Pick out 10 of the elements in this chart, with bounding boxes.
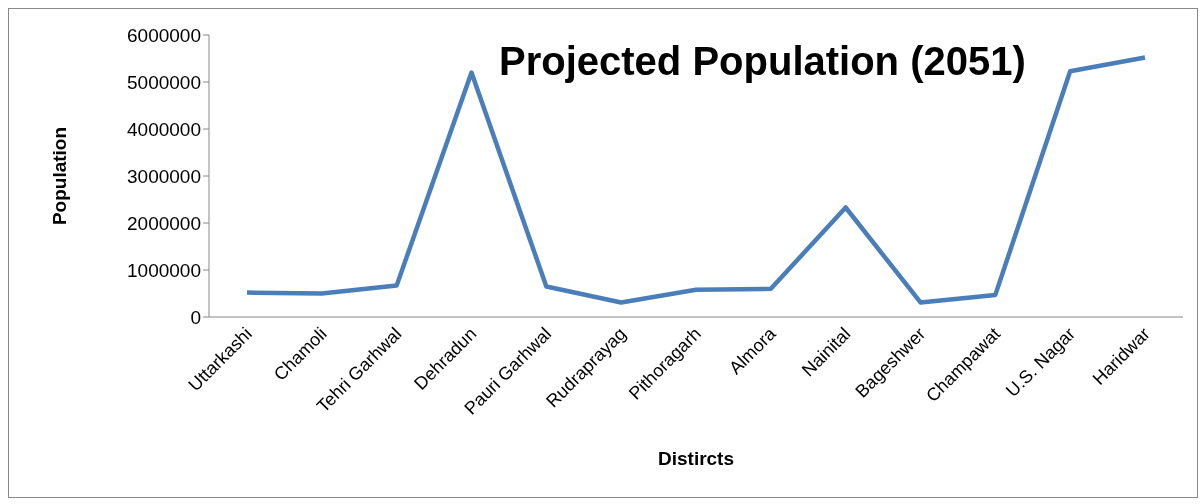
y-tick-label: 2000000 bbox=[127, 212, 201, 234]
y-tick-label: 1000000 bbox=[127, 259, 201, 281]
x-axis-title: Distircts bbox=[657, 448, 735, 469]
y-tick-label: 4000000 bbox=[127, 118, 201, 140]
y-tick-label: 6000000 bbox=[127, 24, 201, 46]
y-tick-label: 5000000 bbox=[127, 71, 201, 93]
y-tick-label: 3000000 bbox=[127, 165, 201, 187]
y-tick-label: 0 bbox=[190, 306, 201, 328]
y-axis-title: Population bbox=[48, 126, 70, 226]
chart-title: Projected Population (2051) bbox=[499, 39, 1026, 84]
